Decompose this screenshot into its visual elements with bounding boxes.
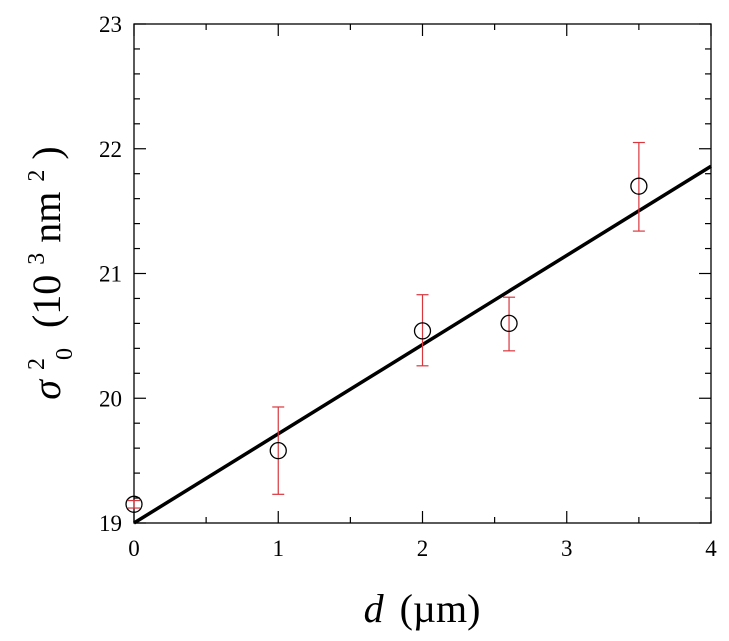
axis-ticks (133, 23, 712, 524)
data-point (413, 322, 432, 340)
y-tick-label: 21 (99, 262, 122, 287)
data-point (500, 314, 518, 333)
y-axis-label: σ 2 0 (10 3 nm 2 ) (8, 146, 81, 400)
y-tick-label: 20 (99, 386, 122, 411)
x-tick-label: 2 (417, 536, 429, 561)
x-axis-label: d (µm) (364, 586, 481, 631)
x-tick-label: 3 (561, 536, 573, 561)
error-bars (128, 141, 645, 509)
y-axis-superscript: 2 (24, 358, 50, 370)
y-tick-label: 22 (99, 137, 122, 162)
data-point (125, 495, 143, 513)
y-axis-unit-exp: 3 (24, 253, 50, 265)
y-axis-symbol: σ (24, 379, 69, 400)
x-tick-label: 0 (128, 536, 140, 561)
x-tick-label: 4 (705, 536, 717, 561)
data-points (125, 177, 648, 513)
y-axis-subscript: 0 (52, 348, 78, 360)
x-tick-label: 1 (273, 536, 285, 561)
x-axis-unit: (µm) (400, 586, 481, 631)
y-axis-unit-exp2: 2 (24, 170, 50, 182)
x-axis-variable: d (364, 586, 385, 631)
plot-frame (133, 23, 712, 524)
y-axis-unit-close: ) (24, 146, 69, 159)
y-axis-unit-mid: nm (24, 192, 69, 243)
y-tick-label: 23 (99, 12, 122, 37)
data-point (269, 441, 287, 460)
data-point (630, 177, 648, 195)
y-axis-unit-open: (10 (24, 275, 69, 328)
y-tick-label: 19 (99, 511, 122, 536)
